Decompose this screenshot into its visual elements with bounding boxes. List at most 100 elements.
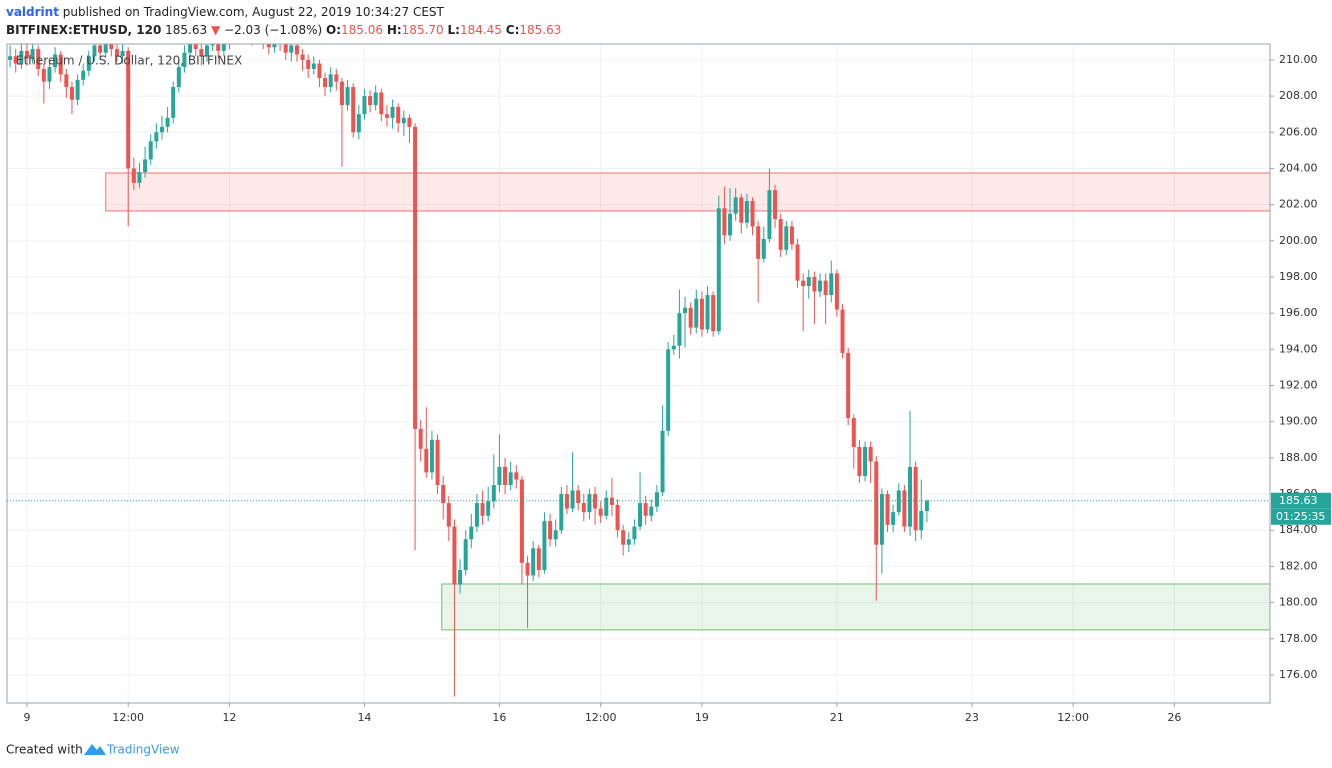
ohlc-label: O: [326,23,341,37]
candle-body [328,74,333,88]
candle-body [317,63,322,79]
candle-body [818,280,823,292]
candle-body [384,114,389,118]
candle-body [373,92,378,106]
candle-body [806,276,811,287]
y-tick-label: 196.00 [1279,306,1318,319]
candle-body [514,472,519,480]
candle-body [47,67,52,82]
candle-body [36,49,41,69]
candle-body [795,244,800,281]
candle-body [92,45,97,57]
countdown-label: 01:25:35 [1276,510,1325,523]
candle-body [311,63,316,69]
candle-body [598,508,603,516]
y-tick-label: 178.00 [1279,632,1318,645]
x-tick-label: 14 [357,711,371,724]
x-tick-label: 12:00 [1057,711,1089,724]
candle-body [159,126,164,133]
plot-area [8,38,1270,697]
candle-body [879,494,884,545]
candle-body [148,141,153,160]
candle-body [441,485,446,504]
candle-body [266,44,271,48]
candle-body [58,54,63,75]
candle-body [604,497,609,516]
candle-body [13,56,18,64]
candle-body [896,490,901,513]
candle-body [626,539,631,545]
candle-body [69,87,74,100]
candle-body [199,49,204,57]
candle-body [221,44,226,51]
candle-body [733,197,738,214]
plot-frame [6,43,1271,704]
candle-body [812,276,817,292]
candle-body [103,44,108,53]
ohlc-value: 184.45 [460,23,502,37]
candle-body [418,428,423,449]
candle-body [41,68,46,82]
candle-body [711,295,716,332]
x-tick-label: 23 [965,711,979,724]
candle-body [188,44,193,53]
candle-body [278,38,282,43]
footer-brand: TradingView [106,743,180,757]
candle-body [356,114,361,133]
candle-body [643,503,648,516]
candle-body [126,50,131,169]
candle-body [559,494,564,531]
candle-body [272,44,277,48]
zone [441,583,1270,631]
candle-body [182,52,187,68]
last-close: 185.63 [165,23,207,37]
candle-body [435,439,440,486]
candle-body [362,96,367,115]
ohlc-value: 185.06 [341,23,383,37]
candle-body [396,106,401,124]
candle-body [773,190,778,220]
candle-body [683,307,688,314]
y-tick-label: 204.00 [1279,161,1318,174]
ohlc-label: C: [506,23,520,37]
candle-body [154,132,159,142]
chart-legend: Ethereum / U.S. Dollar, 120, BITFINEX [16,54,242,68]
x-tick-label: 12:00 [112,711,144,724]
candle-body [834,273,839,310]
candle-body [176,67,181,88]
candle-body [323,78,328,88]
y-tick-label: 190.00 [1279,415,1318,428]
countdown-tag [1271,508,1331,525]
y-tick-label: 192.00 [1279,379,1318,392]
x-tick-label: 26 [1167,711,1181,724]
candle-body [469,526,474,540]
candle-body [885,494,890,525]
candle-body [863,447,868,476]
candle-body [767,190,772,240]
y-tick-label: 188.00 [1279,451,1318,464]
candle-body [289,45,294,53]
candle-body [536,548,541,571]
candle-body [531,548,536,576]
candle-body [671,345,676,350]
candle-body [919,511,924,531]
candle-body [345,87,350,106]
candle-body [570,490,575,509]
published: published on TradingView.com, August 22,… [63,5,445,19]
y-tick-label: 182.00 [1279,559,1318,572]
candle-body [497,466,502,486]
candle-body [587,494,592,513]
y-tick-label: 176.00 [1279,668,1318,681]
candle-body [699,298,704,330]
candle-body [390,106,395,118]
candle-body [109,44,114,50]
candle-body [902,490,907,527]
candle-body [857,447,862,476]
candle-body [615,504,620,531]
ohlc-label: H: [387,23,402,37]
candle-body [744,201,749,223]
candle-body [210,44,215,46]
y-tick-label: 198.00 [1279,270,1318,283]
candle-body [654,492,659,507]
y-tick-label: 184.00 [1279,523,1318,536]
